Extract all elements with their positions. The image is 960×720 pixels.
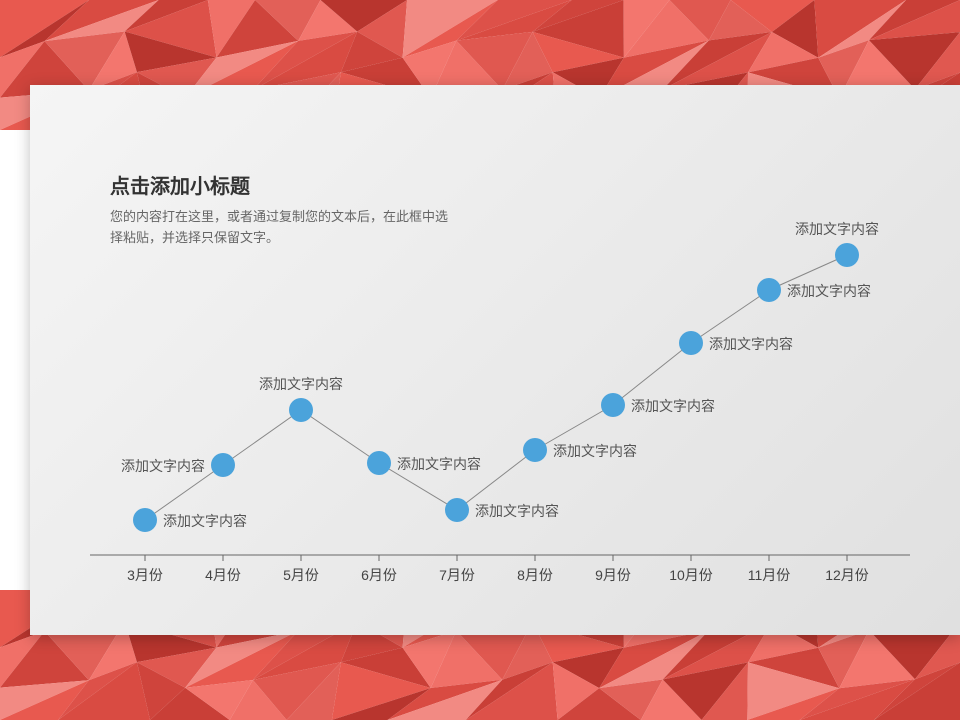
- x-axis-label: 10月份: [669, 565, 713, 585]
- x-axis-label: 9月份: [595, 565, 631, 585]
- data-point-label: 添加文字内容: [553, 441, 637, 461]
- data-point-label: 添加文字内容: [163, 511, 247, 531]
- x-axis-label: 5月份: [283, 565, 319, 585]
- data-point-label: 添加文字内容: [631, 396, 715, 416]
- slide-page: 点击添加小标题 您的内容打在这里，或者通过复制您的文本后，在此框中选择粘贴，并选…: [0, 0, 960, 720]
- x-axis-label: 12月份: [825, 565, 869, 585]
- content-panel: 点击添加小标题 您的内容打在这里，或者通过复制您的文本后，在此框中选择粘贴，并选…: [30, 85, 960, 635]
- x-axis-label: 11月份: [748, 565, 791, 585]
- data-point-label: 添加文字内容: [121, 456, 205, 476]
- x-axis-label: 8月份: [517, 565, 553, 585]
- x-axis-label: 7月份: [439, 565, 475, 585]
- data-point-label: 添加文字内容: [795, 219, 879, 239]
- data-point-label: 添加文字内容: [259, 374, 343, 394]
- data-point-label: 添加文字内容: [709, 334, 793, 354]
- x-axis-label: 4月份: [205, 565, 241, 585]
- data-point-label: 添加文字内容: [787, 281, 871, 301]
- line-chart: 3月份添加文字内容4月份添加文字内容5月份添加文字内容6月份添加文字内容7月份添…: [90, 160, 910, 580]
- x-axis-label: 6月份: [361, 565, 397, 585]
- x-axis-label: 3月份: [127, 565, 163, 585]
- data-point-label: 添加文字内容: [397, 454, 481, 474]
- data-point-label: 添加文字内容: [475, 501, 559, 521]
